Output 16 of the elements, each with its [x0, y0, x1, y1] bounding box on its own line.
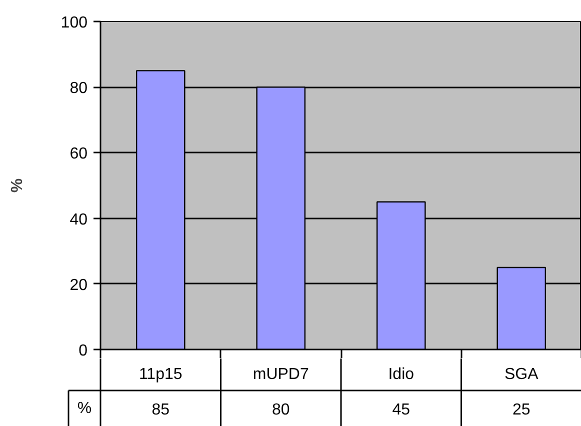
- legend-label: %: [77, 400, 92, 417]
- x-tick-label: SGA: [504, 366, 539, 383]
- data-label: 85: [152, 402, 170, 418]
- y-tick-label: 40: [70, 211, 88, 228]
- data-label: 45: [392, 402, 410, 418]
- y-axis-title: %: [8, 178, 26, 193]
- x-tick-label: 11p15: [138, 366, 182, 383]
- x-tick-label: mUPD7: [252, 366, 309, 383]
- data-label: 80: [272, 402, 290, 418]
- y-tick-label: 60: [70, 146, 88, 163]
- y-tick-label: 0: [78, 342, 88, 360]
- y-tick-label: 80: [70, 80, 88, 98]
- data-label: 25: [512, 402, 530, 418]
- y-tick-label: 100: [60, 14, 88, 32]
- y-tick-label: 20: [70, 276, 88, 294]
- x-tick-label: Idio: [388, 366, 414, 383]
